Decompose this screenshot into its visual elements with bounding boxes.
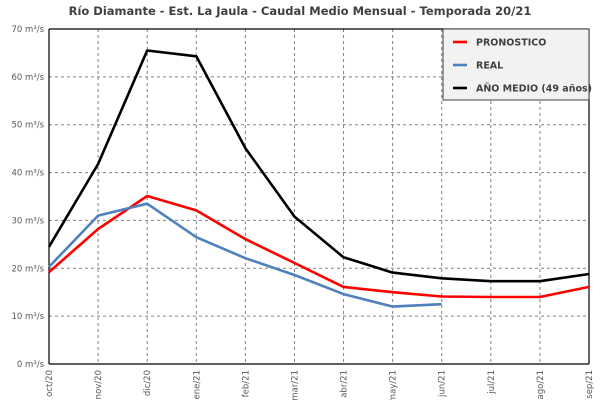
legend-item: REAL: [453, 61, 503, 72]
legend-item: PRONOSTICO: [453, 38, 546, 49]
y-tick-label: 50 m³/s: [12, 121, 45, 131]
y-tick-label: 70 m³/s: [12, 25, 45, 35]
gridlines: [49, 29, 589, 364]
x-tick-label: ago/21: [536, 370, 546, 399]
y-tick-label: 20 m³/s: [12, 264, 45, 274]
x-tick-label: ene/21: [192, 370, 202, 400]
x-axis-ticks: oct/20 nov/20 dic/20 ene/21 feb/21 mar/21 abr/…: [45, 370, 595, 400]
x-tick-label: mar/21: [290, 370, 300, 400]
series-lines: [47, 49, 590, 308]
legend-label: PRONOSTICO: [476, 38, 546, 49]
y-tick-label: 0 m³/s: [17, 360, 45, 370]
x-tick-label: abr/21: [340, 370, 350, 398]
y-tick-label: 60 m³/s: [12, 73, 45, 83]
y-tick-label: 40 m³/s: [12, 169, 45, 179]
series-line-a-o-medio-49-a-os: [47, 49, 590, 283]
x-tick-label: feb/21: [241, 370, 251, 397]
x-tick-label: dic/20: [143, 370, 153, 396]
legend-label: REAL: [476, 61, 503, 72]
x-tick-label: may/21: [389, 370, 399, 400]
x-tick-label: nov/20: [94, 370, 104, 399]
x-tick-label: jun/21: [438, 370, 448, 398]
y-tick-label: 10 m³/s: [12, 312, 45, 322]
x-tick-label: jul/21: [487, 370, 497, 395]
legend: PRONOSTICO REAL AÑO MEDIO (49 años): [442, 28, 592, 101]
chart-title: Río Diamante - Est. La Jaula - Caudal Me…: [68, 4, 532, 18]
x-tick-label: oct/20: [45, 370, 55, 397]
x-tick-label: sep/21: [585, 370, 595, 399]
series-line-pronostico: [48, 194, 590, 299]
y-tick-label: 30 m³/s: [12, 216, 45, 226]
legend-label: AÑO MEDIO (49 años): [476, 84, 592, 95]
series-line-real: [48, 202, 442, 308]
legend-box: [442, 28, 590, 101]
y-axis-ticks: 0 m³/s 10 m³/s 20 m³/s 30 m³/s 40 m³/s 50 m³/…: [12, 25, 45, 370]
legend-item: AÑO MEDIO (49 años): [453, 84, 592, 95]
